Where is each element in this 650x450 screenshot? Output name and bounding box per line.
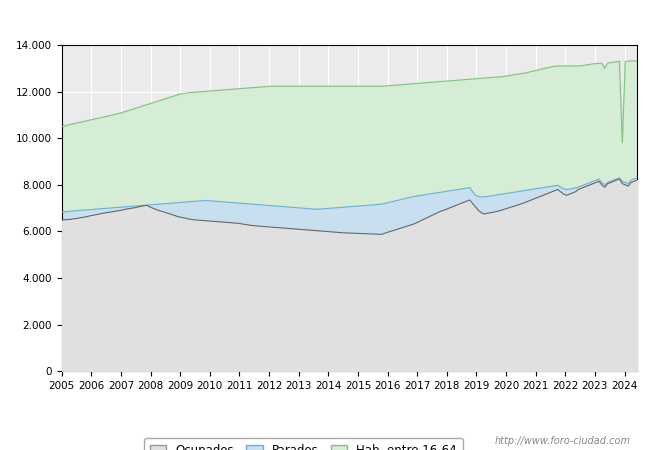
Text: http://www.foro-ciudad.com: http://www.foro-ciudad.com (495, 436, 630, 446)
Text: Banyoles - Evolucion de la poblacion en edad de Trabajar Mayo de 2024: Banyoles - Evolucion de la poblacion en … (29, 11, 621, 26)
Legend: Ocupados, Parados, Hab. entre 16-64: Ocupados, Parados, Hab. entre 16-64 (144, 438, 463, 450)
